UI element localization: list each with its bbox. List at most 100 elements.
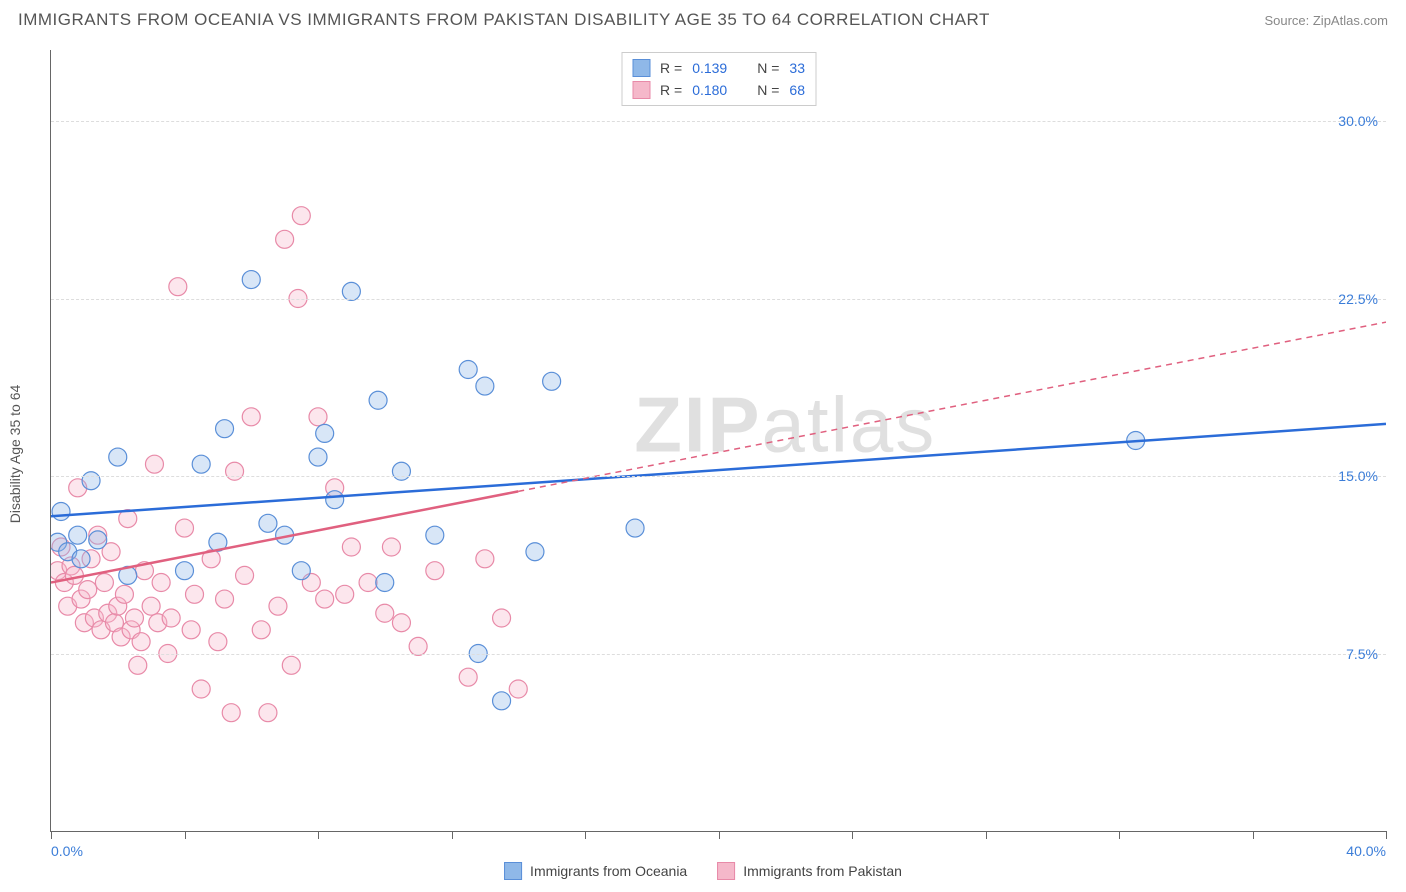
- trendline-oceania: [51, 424, 1386, 516]
- point-oceania: [526, 543, 544, 561]
- y-tick-label: 22.5%: [1338, 291, 1378, 307]
- point-pakistan: [222, 704, 240, 722]
- point-pakistan: [186, 585, 204, 603]
- legend-item-pakistan: Immigrants from Pakistan: [717, 862, 902, 880]
- point-pakistan: [162, 609, 180, 627]
- point-pakistan: [132, 633, 150, 651]
- point-pakistan: [95, 574, 113, 592]
- point-oceania: [89, 531, 107, 549]
- swatch-pakistan: [632, 81, 650, 99]
- point-pakistan: [115, 585, 133, 603]
- point-pakistan: [226, 462, 244, 480]
- point-oceania: [392, 462, 410, 480]
- point-oceania: [82, 472, 100, 490]
- point-oceania: [72, 550, 90, 568]
- swatch-oceania: [632, 59, 650, 77]
- point-oceania: [316, 424, 334, 442]
- point-pakistan: [79, 581, 97, 599]
- point-pakistan: [209, 633, 227, 651]
- point-oceania: [376, 574, 394, 592]
- point-pakistan: [316, 590, 334, 608]
- point-pakistan: [292, 207, 310, 225]
- legend-item-oceania: Immigrants from Oceania: [504, 862, 687, 880]
- point-pakistan: [509, 680, 527, 698]
- y-tick-label: 30.0%: [1338, 113, 1378, 129]
- r-value-pakistan: 0.180: [692, 82, 727, 98]
- y-tick-label: 15.0%: [1338, 468, 1378, 484]
- point-pakistan: [392, 614, 410, 632]
- point-pakistan: [269, 597, 287, 615]
- point-pakistan: [476, 550, 494, 568]
- point-pakistan: [252, 621, 270, 639]
- x-tick-label: 40.0%: [1346, 843, 1386, 859]
- point-oceania: [426, 526, 444, 544]
- legend-stats: R = 0.139 N = 33 R = 0.180 N = 68: [621, 52, 816, 106]
- chart-title: IMMIGRANTS FROM OCEANIA VS IMMIGRANTS FR…: [18, 10, 990, 30]
- n-label: N =: [757, 82, 779, 98]
- n-value-oceania: 33: [789, 60, 805, 76]
- point-oceania: [309, 448, 327, 466]
- point-oceania: [459, 361, 477, 379]
- point-oceania: [369, 391, 387, 409]
- x-tick: [1386, 831, 1387, 839]
- swatch-pakistan-icon: [717, 862, 735, 880]
- point-pakistan: [426, 562, 444, 580]
- n-label: N =: [757, 60, 779, 76]
- x-tick: [986, 831, 987, 839]
- x-tick: [318, 831, 319, 839]
- point-pakistan: [125, 609, 143, 627]
- point-oceania: [493, 692, 511, 710]
- point-oceania: [109, 448, 127, 466]
- x-tick-label: 0.0%: [51, 843, 83, 859]
- point-oceania: [476, 377, 494, 395]
- point-pakistan: [192, 680, 210, 698]
- point-oceania: [326, 491, 344, 509]
- y-axis-label: Disability Age 35 to 64: [7, 385, 23, 524]
- point-pakistan: [129, 656, 147, 674]
- point-pakistan: [152, 574, 170, 592]
- x-tick: [185, 831, 186, 839]
- gridline: [51, 121, 1386, 122]
- point-oceania: [259, 514, 277, 532]
- x-tick: [452, 831, 453, 839]
- point-pakistan: [459, 668, 477, 686]
- swatch-oceania-icon: [504, 862, 522, 880]
- n-value-pakistan: 68: [789, 82, 805, 98]
- legend-label-oceania: Immigrants from Oceania: [530, 863, 687, 879]
- gridline: [51, 654, 1386, 655]
- point-pakistan: [182, 621, 200, 639]
- point-pakistan: [376, 604, 394, 622]
- point-pakistan: [65, 566, 83, 584]
- legend-label-pakistan: Immigrants from Pakistan: [743, 863, 902, 879]
- source-label: Source: ZipAtlas.com: [1264, 13, 1388, 28]
- x-tick: [719, 831, 720, 839]
- point-pakistan: [359, 574, 377, 592]
- trendline-pakistan: [51, 491, 518, 582]
- point-oceania: [543, 372, 561, 390]
- point-pakistan: [342, 538, 360, 556]
- point-pakistan: [242, 408, 260, 426]
- point-oceania: [52, 503, 70, 521]
- x-tick: [852, 831, 853, 839]
- r-value-oceania: 0.139: [692, 60, 727, 76]
- x-tick: [51, 831, 52, 839]
- y-tick-label: 7.5%: [1346, 646, 1378, 662]
- legend-bottom: Immigrants from Oceania Immigrants from …: [504, 862, 902, 880]
- point-pakistan: [493, 609, 511, 627]
- legend-row-pakistan: R = 0.180 N = 68: [632, 79, 805, 101]
- point-pakistan: [142, 597, 160, 615]
- point-oceania: [69, 526, 87, 544]
- r-label: R =: [660, 82, 682, 98]
- point-pakistan: [309, 408, 327, 426]
- legend-row-oceania: R = 0.139 N = 33: [632, 57, 805, 79]
- point-oceania: [176, 562, 194, 580]
- point-pakistan: [382, 538, 400, 556]
- point-oceania: [626, 519, 644, 537]
- chart-area: ZIPatlas R = 0.139 N = 33 R = 0.180 N = …: [50, 50, 1386, 832]
- point-pakistan: [145, 455, 163, 473]
- point-pakistan: [216, 590, 234, 608]
- point-oceania: [292, 562, 310, 580]
- point-pakistan: [236, 566, 254, 584]
- gridline: [51, 476, 1386, 477]
- point-oceania: [216, 420, 234, 438]
